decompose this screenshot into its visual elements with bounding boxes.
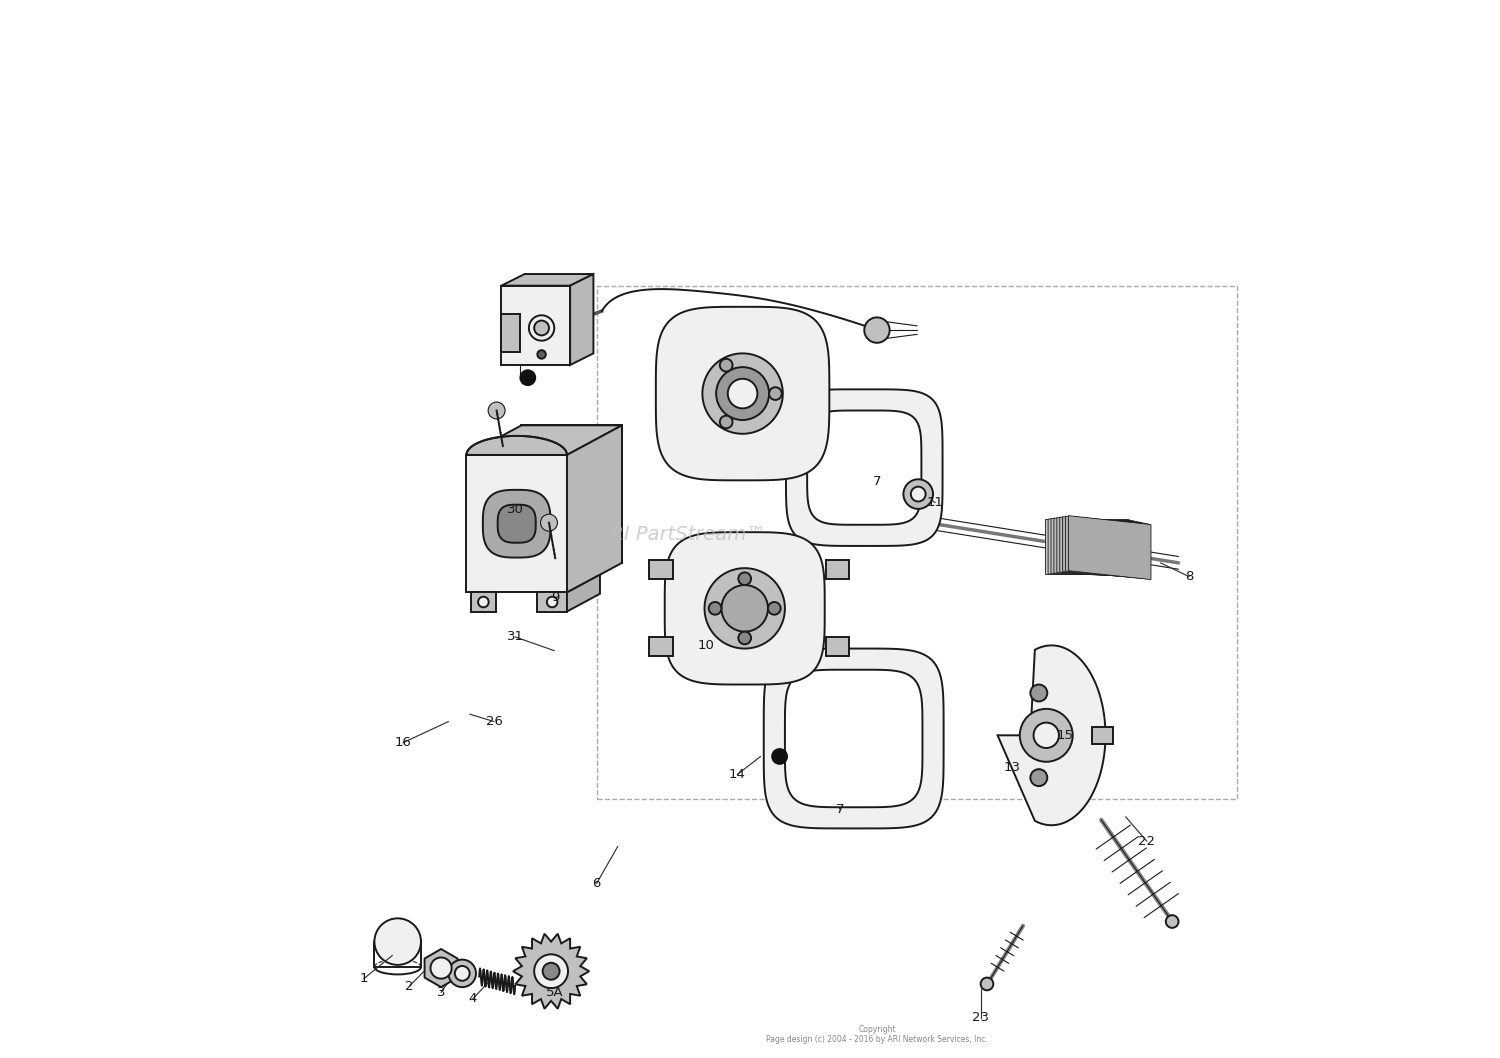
- Text: ARI PartStream™: ARI PartStream™: [597, 525, 765, 544]
- Circle shape: [537, 350, 546, 359]
- Polygon shape: [466, 455, 567, 592]
- Text: 9: 9: [550, 591, 560, 604]
- Circle shape: [1030, 769, 1047, 786]
- Circle shape: [738, 572, 752, 585]
- Polygon shape: [498, 505, 536, 543]
- Text: 26: 26: [486, 715, 502, 728]
- Polygon shape: [513, 934, 590, 1008]
- Circle shape: [454, 966, 470, 981]
- Polygon shape: [537, 592, 567, 612]
- Text: 13: 13: [1004, 761, 1022, 773]
- Polygon shape: [1065, 516, 1148, 579]
- Circle shape: [534, 954, 568, 988]
- Polygon shape: [650, 560, 674, 579]
- Polygon shape: [1054, 518, 1137, 577]
- Circle shape: [768, 602, 780, 615]
- Polygon shape: [764, 649, 944, 828]
- Circle shape: [1034, 723, 1059, 748]
- Circle shape: [1030, 685, 1047, 701]
- Circle shape: [720, 359, 732, 371]
- Polygon shape: [471, 592, 496, 612]
- Polygon shape: [998, 645, 1106, 825]
- Text: 11: 11: [927, 496, 944, 509]
- Polygon shape: [1092, 727, 1113, 744]
- Text: 15: 15: [1058, 729, 1074, 742]
- Polygon shape: [424, 949, 458, 987]
- Circle shape: [375, 918, 422, 965]
- Circle shape: [702, 353, 783, 434]
- Polygon shape: [784, 670, 922, 807]
- Circle shape: [720, 416, 732, 428]
- Circle shape: [903, 479, 933, 509]
- Polygon shape: [1068, 515, 1150, 580]
- Text: 5A: 5A: [546, 986, 562, 999]
- Circle shape: [488, 402, 506, 419]
- Circle shape: [705, 568, 785, 649]
- Circle shape: [864, 317, 889, 343]
- Circle shape: [548, 597, 558, 607]
- Circle shape: [981, 978, 993, 990]
- Text: 23: 23: [972, 1011, 988, 1024]
- Text: 8: 8: [1185, 570, 1194, 583]
- Polygon shape: [570, 274, 594, 365]
- Text: 3: 3: [436, 986, 445, 999]
- Polygon shape: [466, 425, 622, 455]
- Polygon shape: [807, 411, 921, 525]
- Circle shape: [530, 315, 555, 341]
- Circle shape: [722, 585, 768, 632]
- Polygon shape: [656, 307, 830, 480]
- Text: 16: 16: [394, 736, 411, 749]
- Text: 7: 7: [873, 475, 880, 488]
- Polygon shape: [483, 490, 550, 558]
- Text: 2: 2: [405, 980, 414, 992]
- Text: 30: 30: [507, 504, 524, 516]
- Polygon shape: [827, 560, 849, 579]
- Text: 4: 4: [468, 992, 477, 1005]
- Circle shape: [543, 963, 560, 980]
- Polygon shape: [567, 574, 600, 612]
- Polygon shape: [501, 314, 520, 352]
- Polygon shape: [1046, 519, 1128, 574]
- Circle shape: [738, 632, 752, 644]
- Circle shape: [520, 370, 536, 385]
- Circle shape: [770, 387, 782, 400]
- Polygon shape: [1062, 516, 1144, 579]
- Polygon shape: [466, 436, 567, 455]
- Circle shape: [430, 957, 451, 979]
- Polygon shape: [786, 389, 942, 546]
- Circle shape: [540, 514, 558, 531]
- Polygon shape: [567, 425, 622, 592]
- Bar: [597, 286, 1236, 799]
- Polygon shape: [522, 425, 622, 563]
- Circle shape: [478, 597, 489, 607]
- Circle shape: [910, 487, 926, 501]
- Circle shape: [708, 602, 722, 615]
- Circle shape: [534, 321, 549, 335]
- Circle shape: [1166, 915, 1179, 928]
- Text: 6: 6: [592, 877, 602, 890]
- Circle shape: [716, 367, 770, 420]
- Polygon shape: [664, 532, 825, 685]
- Text: Copyright
Page design (c) 2004 - 2016 by ARI Network Services, Inc.: Copyright Page design (c) 2004 - 2016 by…: [766, 1025, 988, 1044]
- Polygon shape: [1048, 519, 1131, 576]
- Polygon shape: [827, 637, 849, 656]
- Text: 22: 22: [1138, 835, 1155, 847]
- Polygon shape: [501, 286, 570, 365]
- Text: 1: 1: [360, 972, 368, 985]
- Circle shape: [1020, 709, 1072, 762]
- Text: 31: 31: [507, 631, 524, 643]
- Circle shape: [772, 749, 788, 764]
- Circle shape: [448, 960, 476, 987]
- Polygon shape: [1059, 517, 1143, 578]
- Text: 10: 10: [698, 639, 714, 652]
- Polygon shape: [1052, 518, 1134, 576]
- Text: 7: 7: [836, 803, 844, 816]
- Polygon shape: [650, 637, 674, 656]
- Polygon shape: [501, 274, 594, 286]
- Polygon shape: [1058, 517, 1140, 577]
- Text: 14: 14: [729, 768, 746, 781]
- Circle shape: [728, 379, 758, 408]
